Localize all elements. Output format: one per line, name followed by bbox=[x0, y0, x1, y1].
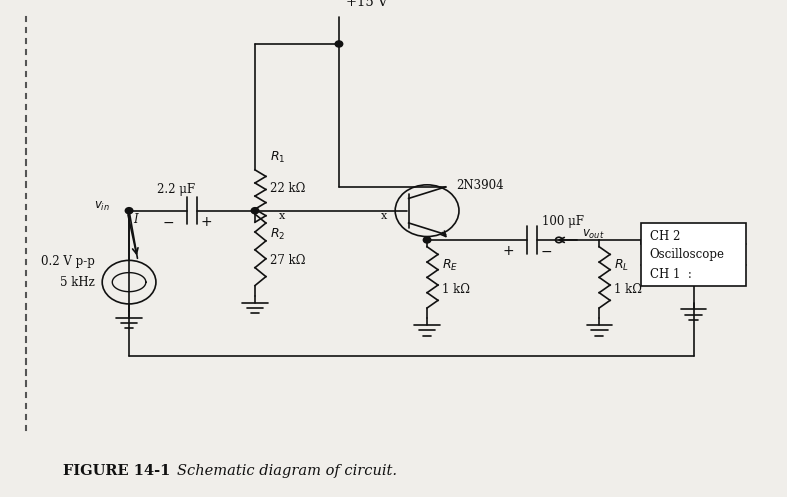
Text: +15 V: +15 V bbox=[345, 0, 387, 8]
Text: $+$: $+$ bbox=[502, 244, 514, 258]
Text: $v_{in}$: $v_{in}$ bbox=[94, 200, 109, 213]
Circle shape bbox=[125, 208, 133, 214]
Text: 0.2 V p-p: 0.2 V p-p bbox=[41, 255, 94, 268]
Text: 100 μF: 100 μF bbox=[542, 215, 584, 228]
Text: $-$: $-$ bbox=[162, 215, 174, 229]
Text: 1 kΩ: 1 kΩ bbox=[615, 283, 642, 296]
Text: 22 kΩ: 22 kΩ bbox=[270, 182, 305, 195]
Text: $-$: $-$ bbox=[541, 244, 552, 258]
Text: 2N3904: 2N3904 bbox=[456, 179, 504, 192]
Text: $R_E$: $R_E$ bbox=[442, 257, 458, 273]
Text: $+$: $+$ bbox=[200, 215, 212, 229]
Text: x: x bbox=[381, 211, 387, 221]
Text: $R_L$: $R_L$ bbox=[615, 257, 630, 273]
Circle shape bbox=[335, 41, 342, 47]
Text: CH 2: CH 2 bbox=[649, 230, 680, 243]
Text: 5 kHz: 5 kHz bbox=[61, 275, 95, 289]
Text: 27 kΩ: 27 kΩ bbox=[270, 254, 305, 267]
Text: 1 kΩ: 1 kΩ bbox=[442, 283, 470, 296]
Text: 2.2 μF: 2.2 μF bbox=[157, 183, 195, 196]
Text: x: x bbox=[279, 211, 285, 221]
Text: $R_2$: $R_2$ bbox=[270, 227, 286, 242]
Text: CH 1  :: CH 1 : bbox=[649, 268, 692, 281]
Text: FIGURE 14-1: FIGURE 14-1 bbox=[63, 464, 170, 478]
Circle shape bbox=[423, 237, 430, 243]
Circle shape bbox=[251, 208, 259, 214]
Bar bbox=[641, 223, 746, 286]
Text: Oscilloscope: Oscilloscope bbox=[649, 248, 725, 261]
Text: I: I bbox=[133, 213, 138, 226]
Text: $v_{out}$: $v_{out}$ bbox=[582, 228, 605, 241]
Text: $R_1$: $R_1$ bbox=[270, 150, 286, 165]
Text: Schematic diagram of circuit.: Schematic diagram of circuit. bbox=[177, 464, 397, 478]
